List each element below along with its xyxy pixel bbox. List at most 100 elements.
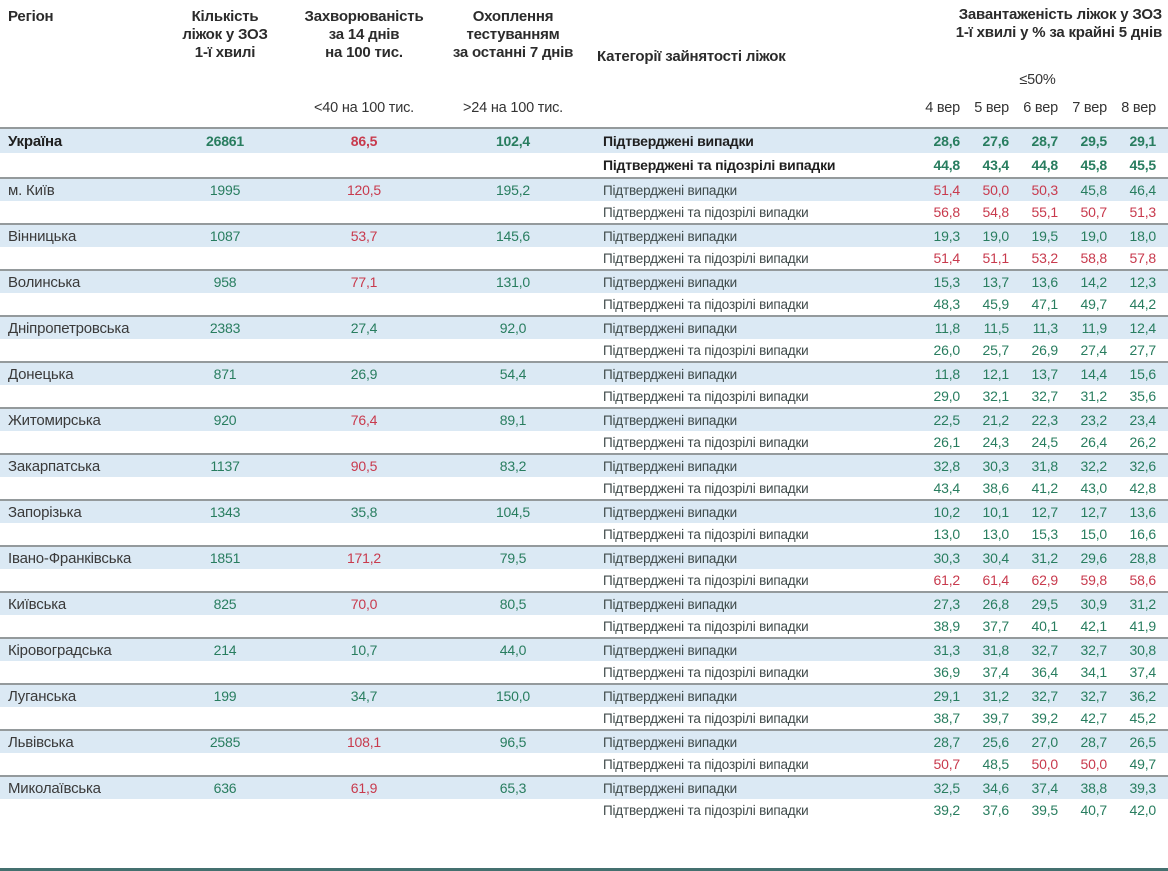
region-name: Дніпропетровська bbox=[8, 319, 130, 337]
region-row-confirmed-suspected: Підтверджені та підозрілі випадки 48,3 45,… bbox=[0, 293, 1168, 315]
category-label-confirmed: Підтверджені випадки bbox=[603, 366, 737, 382]
occupancy-value: 31,2 bbox=[982, 688, 1010, 704]
beds-count: 871 bbox=[213, 366, 237, 382]
category-label-confirmed: Підтверджені випадки bbox=[603, 504, 737, 520]
col-header-region: Регіон bbox=[8, 8, 54, 25]
occupancy-values: 61,2 61,4 62,9 59,8 58,6 bbox=[913, 572, 1168, 588]
occupancy-value: 50,0 bbox=[982, 182, 1010, 198]
beds-count: 1995 bbox=[209, 182, 241, 198]
occupancy-values: 26,1 24,3 24,5 26,4 26,2 bbox=[913, 434, 1168, 450]
occupancy-value: 58,8 bbox=[1080, 250, 1108, 266]
testing-value: 131,0 bbox=[495, 274, 531, 290]
occupancy-value: 27,0 bbox=[1031, 734, 1059, 750]
occupancy-value: 44,2 bbox=[1129, 296, 1157, 312]
category-label-confirmed: Підтверджені випадки bbox=[603, 412, 737, 428]
occupancy-value: 50,0 bbox=[1031, 756, 1059, 772]
region-row-confirmed: Кіровоградська 214 10,7 44,0 Підтверджені ви… bbox=[0, 639, 1168, 661]
occupancy-value: 47,1 bbox=[1031, 296, 1059, 312]
region-row-confirmed: Донецька 871 26,9 54,4 Підтверджені випадки 1… bbox=[0, 363, 1168, 385]
col-header-testing-line: Охоплення bbox=[472, 8, 554, 25]
testing-value: 150,0 bbox=[495, 688, 531, 704]
occupancy-value: 15,3 bbox=[933, 274, 961, 290]
region-block: Івано-Франківська 1851 171,2 79,5 Підтвердже… bbox=[0, 545, 1168, 591]
testing-value: 92,0 bbox=[499, 320, 527, 336]
testing-threshold-label: >24 на 100 тис. bbox=[463, 100, 563, 116]
occupancy-values: 30,3 30,4 31,2 29,6 28,8 bbox=[913, 550, 1168, 566]
occupancy-value: 27,7 bbox=[1129, 342, 1157, 358]
occupancy-value: 10,1 bbox=[982, 504, 1010, 520]
region-block: Київська 825 70,0 80,5 Підтверджені випадки 2… bbox=[0, 591, 1168, 637]
occupancy-value: 32,7 bbox=[1080, 688, 1108, 704]
region-name: Волинська bbox=[8, 273, 81, 291]
occupancy-value: 25,6 bbox=[982, 734, 1010, 750]
occupancy-value: 43,4 bbox=[982, 157, 1010, 173]
occupancy-values: 44,8 43,4 44,8 45,8 45,5 bbox=[913, 157, 1168, 173]
col-header-occupancy-line: Завантаженість ліжок у ЗОЗ bbox=[958, 6, 1163, 23]
category-label-confirmed-suspected: Підтверджені та підозрілі випадки bbox=[603, 802, 809, 818]
occupancy-value: 13,7 bbox=[982, 274, 1010, 290]
testing-value: 96,5 bbox=[499, 734, 527, 750]
occupancy-values: 15,3 13,7 13,6 14,2 12,3 bbox=[913, 274, 1168, 290]
table-header: Регіон Кількість ліжок у ЗОЗ 1-ї хвилі З… bbox=[0, 0, 1168, 127]
occupancy-value: 29,1 bbox=[933, 688, 961, 704]
occupancy-value: 45,8 bbox=[1080, 182, 1108, 198]
region-row-confirmed-suspected: Підтверджені та підозрілі випадки 26,1 24,… bbox=[0, 431, 1168, 453]
occupancy-value: 12,7 bbox=[1080, 504, 1108, 520]
region-row-confirmed-suspected: Підтверджені та підозрілі випадки 36,9 37,… bbox=[0, 661, 1168, 683]
occupancy-value: 61,4 bbox=[982, 572, 1010, 588]
occupancy-value: 42,7 bbox=[1080, 710, 1108, 726]
col-header-beds-line: Кількість bbox=[191, 8, 259, 25]
occupancy-value: 29,5 bbox=[1080, 133, 1108, 149]
category-label-confirmed-suspected: Підтверджені та підозрілі випадки bbox=[603, 526, 809, 542]
category-label-confirmed: Підтверджені випадки bbox=[603, 550, 737, 566]
region-block: Запорізька 1343 35,8 104,5 Підтверджені випа… bbox=[0, 499, 1168, 545]
occupancy-value: 27,4 bbox=[1080, 342, 1108, 358]
occupancy-value: 41,9 bbox=[1129, 618, 1157, 634]
date-labels: 4 вер 5 вер 6 вер 7 вер 8 вер bbox=[913, 100, 1168, 116]
occupancy-value: 30,8 bbox=[1129, 642, 1157, 658]
category-label-confirmed-suspected: Підтверджені та підозрілі випадки bbox=[603, 250, 809, 266]
category-label-confirmed-suspected: Підтверджені та підозрілі випадки bbox=[603, 204, 809, 220]
occupancy-value: 61,2 bbox=[933, 572, 961, 588]
occupancy-value: 32,7 bbox=[1031, 688, 1059, 704]
occupancy-value: 31,8 bbox=[1031, 458, 1059, 474]
category-label-confirmed: Підтверджені випадки bbox=[603, 596, 737, 612]
occupancy-value: 18,0 bbox=[1129, 228, 1157, 244]
occupancy-value: 32,7 bbox=[1031, 388, 1059, 404]
beds-count: 1343 bbox=[209, 504, 241, 520]
occupancy-value: 45,9 bbox=[982, 296, 1010, 312]
col-header-testing-line: тестуванням bbox=[466, 26, 560, 43]
occupancy-values: 28,7 25,6 27,0 28,7 26,5 bbox=[913, 734, 1168, 750]
occupancy-value: 29,5 bbox=[1031, 596, 1059, 612]
occupancy-value: 51,3 bbox=[1129, 204, 1157, 220]
beds-count: 199 bbox=[213, 688, 237, 704]
occupancy-value: 48,5 bbox=[982, 756, 1010, 772]
occupancy-value: 49,7 bbox=[1080, 296, 1108, 312]
category-label-confirmed-suspected: Підтверджені та підозрілі випадки bbox=[603, 388, 809, 404]
date-label: 7 вер bbox=[1072, 100, 1107, 116]
category-label-confirmed-suspected: Підтверджені та підозрілі випадки bbox=[603, 618, 809, 634]
occupancy-value: 36,2 bbox=[1129, 688, 1157, 704]
beds-count: 26861 bbox=[206, 133, 244, 149]
occupancy-threshold-label: ≤50% bbox=[1019, 72, 1056, 88]
beds-count: 214 bbox=[213, 642, 237, 658]
occupancy-values: 26,0 25,7 26,9 27,4 27,7 bbox=[913, 342, 1168, 358]
occupancy-value: 58,6 bbox=[1129, 572, 1157, 588]
occupancy-value: 27,3 bbox=[933, 596, 961, 612]
occupancy-value: 28,8 bbox=[1129, 550, 1157, 566]
region-row-confirmed: Волинська 958 77,1 131,0 Підтверджені випадк… bbox=[0, 271, 1168, 293]
region-block: Львівська 2585 108,1 96,5 Підтверджені випад… bbox=[0, 729, 1168, 775]
date-label: 5 вер bbox=[974, 100, 1009, 116]
region-name: Івано-Франківська bbox=[8, 549, 132, 567]
testing-value: 65,3 bbox=[499, 780, 527, 796]
region-row-confirmed: Луганська 199 34,7 150,0 Підтверджені випадк… bbox=[0, 685, 1168, 707]
occupancy-value: 32,2 bbox=[1080, 458, 1108, 474]
occupancy-value: 39,2 bbox=[933, 802, 961, 818]
occupancy-value: 37,4 bbox=[982, 664, 1010, 680]
region-row-confirmed: Львівська 2585 108,1 96,5 Підтверджені випад… bbox=[0, 731, 1168, 753]
col-header-beds: Кількість ліжок у ЗОЗ 1-ї хвилі bbox=[160, 8, 290, 62]
occupancy-values: 22,5 21,2 22,3 23,2 23,4 bbox=[913, 412, 1168, 428]
region-name: Київська bbox=[8, 595, 67, 613]
occupancy-value: 37,7 bbox=[982, 618, 1010, 634]
occupancy-value: 29,6 bbox=[1080, 550, 1108, 566]
